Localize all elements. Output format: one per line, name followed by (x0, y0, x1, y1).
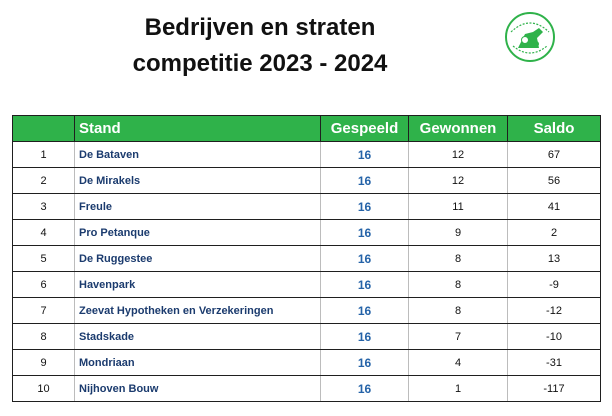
row-saldo: 56 (507, 167, 601, 194)
table-row: 2 De Mirakels 16 12 56 (12, 167, 601, 194)
header-gespeeld: Gespeeld (320, 115, 409, 142)
row-gespeeld: 16 (320, 245, 409, 272)
table-row: 4 Pro Petanque 16 9 2 (12, 219, 601, 246)
row-rank: 7 (12, 297, 75, 324)
row-gewonnen: 12 (408, 167, 508, 194)
row-saldo: -10 (507, 323, 601, 350)
row-gewonnen: 8 (408, 245, 508, 272)
table-row: 10 Nijhoven Bouw 16 1 -117 (12, 375, 601, 402)
row-gespeeld: 16 (320, 141, 409, 168)
row-gewonnen: 12 (408, 141, 508, 168)
row-saldo: 2 (507, 219, 601, 246)
row-team-name: Zeevat Hypotheken en Verzekeringen (74, 297, 321, 324)
table-row: 6 Havenpark 16 8 -9 (12, 271, 601, 298)
club-logo-icon (503, 10, 557, 64)
row-gespeeld: 16 (320, 219, 409, 246)
row-gespeeld: 16 (320, 167, 409, 194)
table-row: 5 De Ruggestee 16 8 13 (12, 245, 601, 272)
row-rank: 6 (12, 271, 75, 298)
row-gewonnen: 11 (408, 193, 508, 220)
header-rank (12, 115, 75, 142)
row-gespeeld: 16 (320, 193, 409, 220)
header-gewonnen: Gewonnen (408, 115, 508, 142)
page-title: Bedrijven en straten competitie 2023 - 2… (0, 10, 520, 82)
row-gespeeld: 16 (320, 297, 409, 324)
header-saldo: Saldo (507, 115, 601, 142)
row-team-name: Nijhoven Bouw (74, 375, 321, 402)
row-team-name: De Mirakels (74, 167, 321, 194)
table-row: 3 Freule 16 11 41 (12, 193, 601, 220)
title-line-1: Bedrijven en straten (144, 14, 376, 41)
row-saldo: 13 (507, 245, 601, 272)
row-rank: 4 (12, 219, 75, 246)
row-gewonnen: 9 (408, 219, 508, 246)
row-gewonnen: 8 (408, 271, 508, 298)
row-rank: 1 (12, 141, 75, 168)
table-row: 7 Zeevat Hypotheken en Verzekeringen 16 8 -1… (12, 297, 601, 324)
row-saldo: 67 (507, 141, 601, 168)
row-rank: 10 (12, 375, 75, 402)
table-row: 8 Stadskade 16 7 -10 (12, 323, 601, 350)
row-gewonnen: 4 (408, 349, 508, 376)
header-stand: Stand (74, 115, 321, 142)
table-row: 1 De Bataven 16 12 67 (12, 141, 601, 168)
row-saldo: -31 (507, 349, 601, 376)
row-gespeeld: 16 (320, 271, 409, 298)
row-team-name: Mondriaan (74, 349, 321, 376)
row-team-name: Pro Petanque (74, 219, 321, 246)
row-rank: 9 (12, 349, 75, 376)
row-rank: 3 (12, 193, 75, 220)
title-line-2: competitie 2023 - 2024 (132, 50, 388, 77)
row-team-name: De Ruggestee (74, 245, 321, 272)
row-saldo: 41 (507, 193, 601, 220)
row-rank: 5 (12, 245, 75, 272)
row-saldo: -117 (507, 375, 601, 402)
table-header-row: Stand Gespeeld Gewonnen Saldo (12, 115, 601, 142)
standings-table: Stand Gespeeld Gewonnen Saldo 1 De Batave… (12, 115, 601, 402)
row-saldo: -12 (507, 297, 601, 324)
row-saldo: -9 (507, 271, 601, 298)
row-rank: 8 (12, 323, 75, 350)
row-team-name: Freule (74, 193, 321, 220)
table-row: 9 Mondriaan 16 4 -31 (12, 349, 601, 376)
row-team-name: Havenpark (74, 271, 321, 298)
row-team-name: De Bataven (74, 141, 321, 168)
row-gewonnen: 8 (408, 297, 508, 324)
row-team-name: Stadskade (74, 323, 321, 350)
row-gespeeld: 16 (320, 323, 409, 350)
row-gespeeld: 16 (320, 375, 409, 402)
row-gewonnen: 7 (408, 323, 508, 350)
row-rank: 2 (12, 167, 75, 194)
row-gewonnen: 1 (408, 375, 508, 402)
row-gespeeld: 16 (320, 349, 409, 376)
